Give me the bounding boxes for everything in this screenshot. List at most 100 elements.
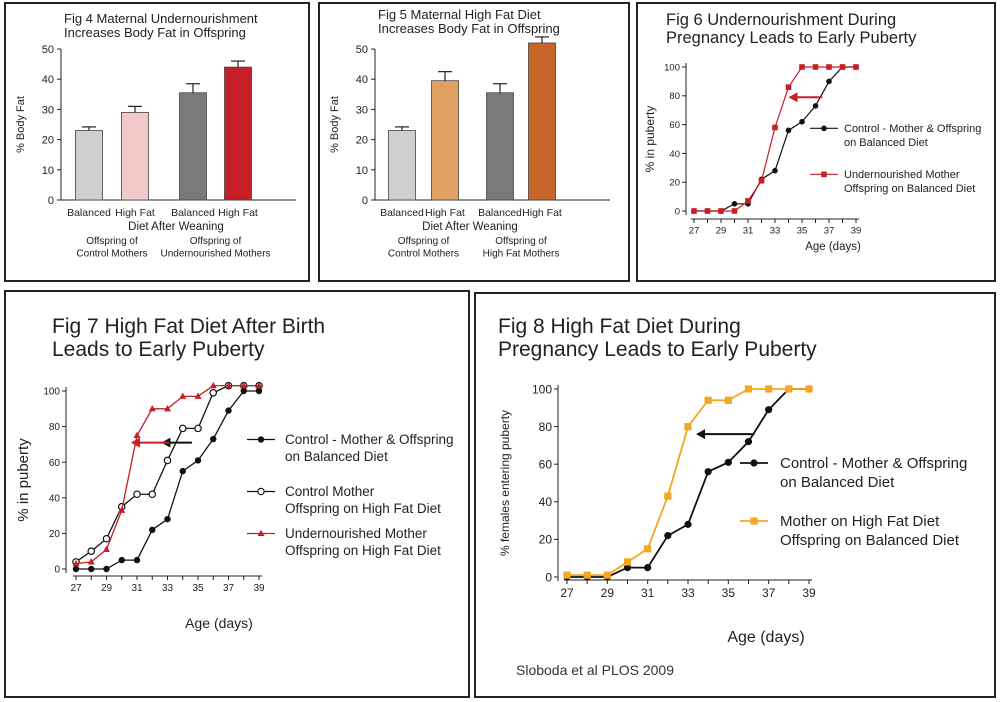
fig8-arrow-1-head xyxy=(696,429,706,440)
fig7-y-tick-label: 100 xyxy=(43,387,60,398)
fig7-series-1-point xyxy=(179,467,186,475)
fig8-legend-label-1: Control - Mother & Offspring xyxy=(780,455,967,472)
fig7-legend-label-1: Control - Mother & Offspring xyxy=(285,432,454,447)
fig6-y-tick-label: 80 xyxy=(669,91,680,102)
fig6-series-1-point xyxy=(785,127,792,134)
fig6-series-2-point xyxy=(799,64,805,70)
fig6-legend-label-1: on Balanced Diet xyxy=(844,137,928,149)
fig4-category-label-3: Balanced xyxy=(171,207,215,219)
fig5-category-label-4: High Fat xyxy=(522,207,562,219)
fig8-series-1-point xyxy=(644,564,652,572)
fig7-legend-label-3: Undernourished Mother xyxy=(285,526,427,541)
fig5-y-tick-label: 30 xyxy=(356,104,368,116)
fig5-title-line-2: Increases Body Fat in Offspring xyxy=(378,21,560,37)
fig6-title-line-2: Pregnancy Leads to Early Puberty xyxy=(666,28,917,47)
fig8-series-2-point xyxy=(785,385,793,393)
fig6-y-tick-label: 60 xyxy=(669,120,680,131)
fig6-x-tick-label: 33 xyxy=(770,226,781,237)
fig7-series-1-point xyxy=(103,565,110,573)
fig5-panel: Fig 5 Maternal High Fat Diet Increases B… xyxy=(318,2,630,282)
fig8-series-2-point xyxy=(603,571,611,579)
fig8-series-1-point xyxy=(664,532,672,540)
fig5-category-label-3: Balanced xyxy=(478,207,522,219)
fig8-y-tick-label: 20 xyxy=(539,533,553,547)
fig8-title: Fig 8 High Fat Diet During Pregnancy Lea… xyxy=(498,315,817,361)
fig7-legend-label-3: Offspring on High Fat Diet xyxy=(285,543,441,558)
fig6-legend-marker-2 xyxy=(821,171,827,178)
fig4-bar-1 xyxy=(75,130,103,201)
fig8-series-1-point xyxy=(724,458,732,466)
fig7-series-2-point xyxy=(133,490,141,499)
fig7-series-3-point xyxy=(118,506,126,513)
fig5-category-label-2: High Fat xyxy=(425,207,465,219)
fig4-title: Fig 4 Maternal Undernourishment Increase… xyxy=(64,11,258,41)
fig4-y-tick-label: 0 xyxy=(48,195,54,207)
fig7-series-3-point xyxy=(224,381,233,389)
fig7-arrow-2-head xyxy=(130,437,140,448)
fig8-x-tick-label: 31 xyxy=(641,586,655,600)
fig4-title-line-2: Increases Body Fat in Offspring xyxy=(64,25,246,41)
fig6-series-1-point xyxy=(731,201,738,207)
fig6-series-2-point xyxy=(718,208,724,214)
fig6-series-2-point xyxy=(758,177,765,184)
fig8-y-tick-label: 60 xyxy=(539,457,553,471)
fig8-series-1-point xyxy=(744,438,753,446)
fig5-bar-2 xyxy=(431,80,459,201)
fig5-bar-4 xyxy=(528,42,556,201)
fig7-legend-marker-3 xyxy=(257,529,265,537)
fig8-series-2-point xyxy=(684,423,692,431)
fig6-series-1-line xyxy=(694,66,856,212)
fig8-chart: 0 20 40 60 80 100 27 29 31 33 35 37 39 % females ente… xyxy=(498,382,967,646)
fig6-legend-label-2: Offspring on Balanced Diet xyxy=(844,183,975,195)
fig8-x-tick-label: 27 xyxy=(560,586,574,600)
fig7-x-tick-label: 29 xyxy=(101,583,113,594)
fig8-series-1-point xyxy=(765,406,773,414)
fig4-group-label-1: Offspring of xyxy=(86,236,138,247)
fig8-y-tick-label: 40 xyxy=(539,495,553,509)
fig4-y-axis-label: % Body Fat xyxy=(15,96,27,153)
fig7-x-tick-label: 37 xyxy=(223,583,235,594)
fig6-x-tick-label: 29 xyxy=(716,226,727,237)
fig8-y-tick-label: 100 xyxy=(532,382,552,396)
fig5-group-label-2: Offspring of xyxy=(495,236,547,247)
fig6-y-tick-label: 100 xyxy=(664,62,680,73)
fig8-series-2-point xyxy=(623,558,632,566)
fig7-series-3-point xyxy=(102,545,111,552)
fig5-bar-1 xyxy=(388,130,416,201)
fig7-series-2-point xyxy=(163,456,172,465)
fig7-y-tick-label: 20 xyxy=(49,529,61,540)
fig4-y-tick-label: 20 xyxy=(42,135,54,147)
fig6-series-2-point xyxy=(745,198,751,204)
fig6-series-1-point xyxy=(826,78,832,85)
fig6-legend-label-2: Undernourished Mother xyxy=(844,169,960,181)
fig7-series-3-point xyxy=(194,392,202,399)
fig4-category-label-4: High Fat xyxy=(218,207,258,219)
fig6-y-tick-label: 0 xyxy=(675,206,680,217)
fig5-title-line-1: Fig 5 Maternal High Fat Diet xyxy=(378,7,541,22)
fig8-title-line-2: Pregnancy Leads to Early Puberty xyxy=(498,337,817,361)
fig4-y-tick-label: 10 xyxy=(42,165,54,177)
fig5-bar-3 xyxy=(486,92,514,201)
fig7-series-1-point xyxy=(133,556,141,564)
fig7-series-2-point xyxy=(148,490,157,499)
fig4-group-label-2: Undernourished Mothers xyxy=(160,249,270,260)
fig5-y-tick-label: 10 xyxy=(356,165,368,177)
fig4-y-tick-label: 40 xyxy=(42,74,54,86)
fig6-series-2-point xyxy=(772,124,778,131)
fig8-series-2-point xyxy=(805,385,813,393)
fig7-series-1-point xyxy=(240,387,247,395)
fig6-series-2-point xyxy=(704,208,711,214)
fig6-series-2-point xyxy=(691,208,697,214)
fig8-series-2-point xyxy=(744,385,753,393)
fig4-panel: Fig 4 Maternal Undernourishment Increase… xyxy=(4,2,310,282)
fig7-series-3-point xyxy=(133,431,141,439)
fig8-x-tick-label: 29 xyxy=(601,586,615,600)
fig7-x-tick-label: 39 xyxy=(253,583,265,594)
fig7-x-tick-label: 33 xyxy=(162,583,174,594)
fig5-y-tick-label: 20 xyxy=(356,135,368,147)
fig7-series-1-line xyxy=(76,390,259,570)
fig6-legend-label-1: Control - Mother & Offspring xyxy=(844,123,981,135)
fig4-category-label-2: High Fat xyxy=(115,207,155,219)
